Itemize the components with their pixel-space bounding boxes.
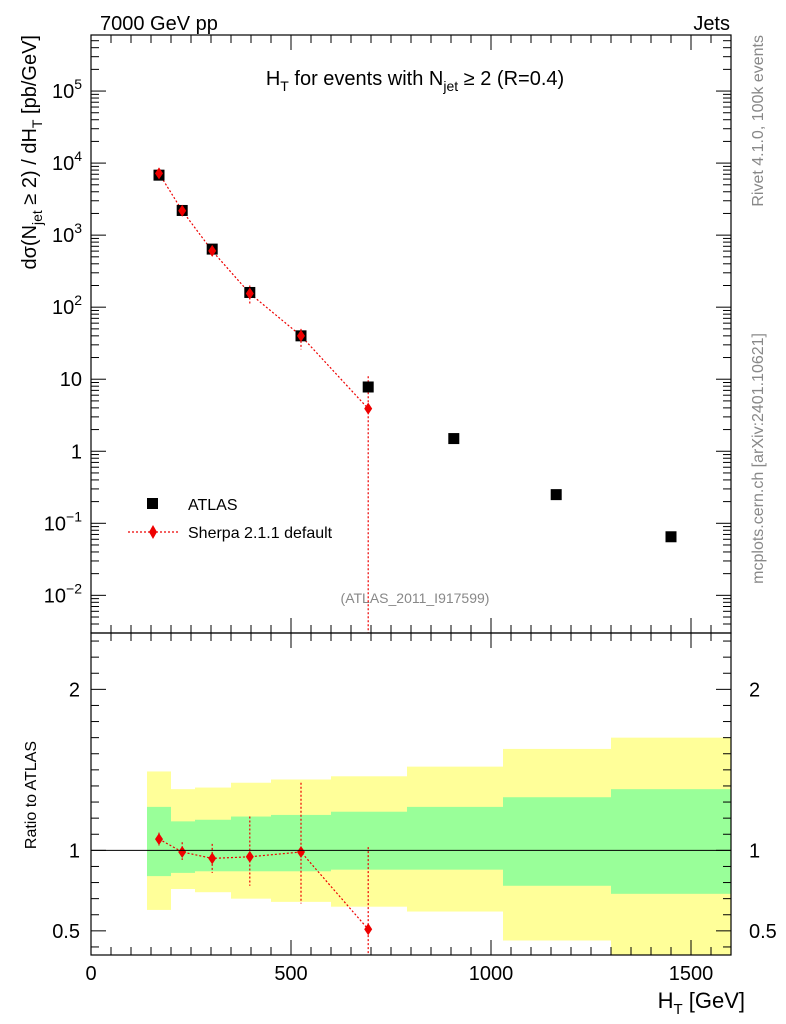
ratio-sherpa-point [364,923,373,936]
ratio-sherpa-point [245,850,254,863]
x-axis-label: HT [GeV] [658,988,745,1018]
rivet-version-label: Rivet 4.1.0, 100k events [750,35,767,207]
main-axis-ticks: 10−2 10−1 1 10 102 103 104 105 [44,34,732,634]
sherpa-point [245,287,254,300]
ratio-band-inner [171,821,195,873]
sherpa-point [364,402,373,415]
ratio-band-inner [195,819,231,872]
legend-sherpa-marker [149,525,157,539]
mcplots-reference-label: mcplots.cern.ch [arXiv:2401.10621] [750,333,767,584]
atlas-data-point [665,531,677,543]
x-tick-label: 1000 [469,963,514,985]
main-title: HT for events with Njet ≥ 2 (R=0.4) [266,68,564,94]
legend-atlas-marker [147,498,158,509]
main-y-tick-label: 103 [52,220,82,247]
main-y-tick-label: 10−1 [44,508,82,535]
legend: ATLAS Sherpa 2.1.1 default [128,497,333,542]
ratio-panel-frame [90,632,732,956]
ratio-sherpa-point [155,833,163,846]
main-y-tick-label: 102 [52,292,82,319]
ratio-y-tick-label-left: 0.5 [52,921,80,943]
atlas-data-point [550,489,562,501]
ratio-series [155,782,373,955]
sherpa-point [297,329,305,342]
ratio-y-tick-label-right: 2 [749,679,760,701]
ratio-axis-ticks: 0.5 0.5 1 1 2 2 0 500 1000 1500 [52,633,777,985]
sherpa-point [155,167,163,180]
ratio-band-inner [331,811,407,870]
ratio-y-axis-label: Ratio to ATLAS [23,741,40,849]
legend-sherpa-label: Sherpa 2.1.1 default [188,525,333,542]
main-y-tick-label: 10−2 [44,580,82,607]
main-y-tick-label: 1 [71,441,82,463]
ratio-sherpa-line [158,838,369,930]
sherpa-point [178,204,187,217]
atlas-data-point [362,381,374,393]
header-left: 7000 GeV pp [100,13,218,35]
ratio-sherpa-point [178,845,187,858]
ratio-uncertainty-bands [147,737,731,955]
sherpa-line [158,173,369,410]
ratio-band-inner [503,797,611,886]
main-y-axis-label: dσ(Njet ≥ 2) / dHT [pb/GeV] [19,35,45,270]
ratio-y-tick-label-right: 0.5 [749,921,777,943]
ratio-sherpa-point [297,845,305,858]
ratio-band-inner [611,789,731,894]
analysis-watermark: (ATLAS_2011_I917599) [341,590,490,606]
ratio-y-tick-label-left: 2 [69,679,80,701]
ratio-y-tick-label-left: 1 [69,840,80,862]
main-y-tick-label: 104 [52,148,82,175]
x-tick-label: 0 [85,963,96,985]
main-series [153,167,677,633]
x-tick-label: 1500 [669,963,714,985]
main-panel-frame [90,34,732,634]
ratio-band-inner [407,806,503,870]
sherpa-point [208,244,217,257]
ratio-y-tick-label-right: 1 [749,840,760,862]
main-y-tick-label: 10 [60,369,82,391]
ratio-sherpa-point [208,852,217,865]
main-y-tick-label: 105 [52,76,82,103]
ratio-band-inner [231,816,271,872]
header-right: Jets [693,13,730,35]
atlas-data-point [448,433,460,445]
x-tick-label: 500 [274,963,307,985]
legend-atlas-label: ATLAS [188,497,238,514]
